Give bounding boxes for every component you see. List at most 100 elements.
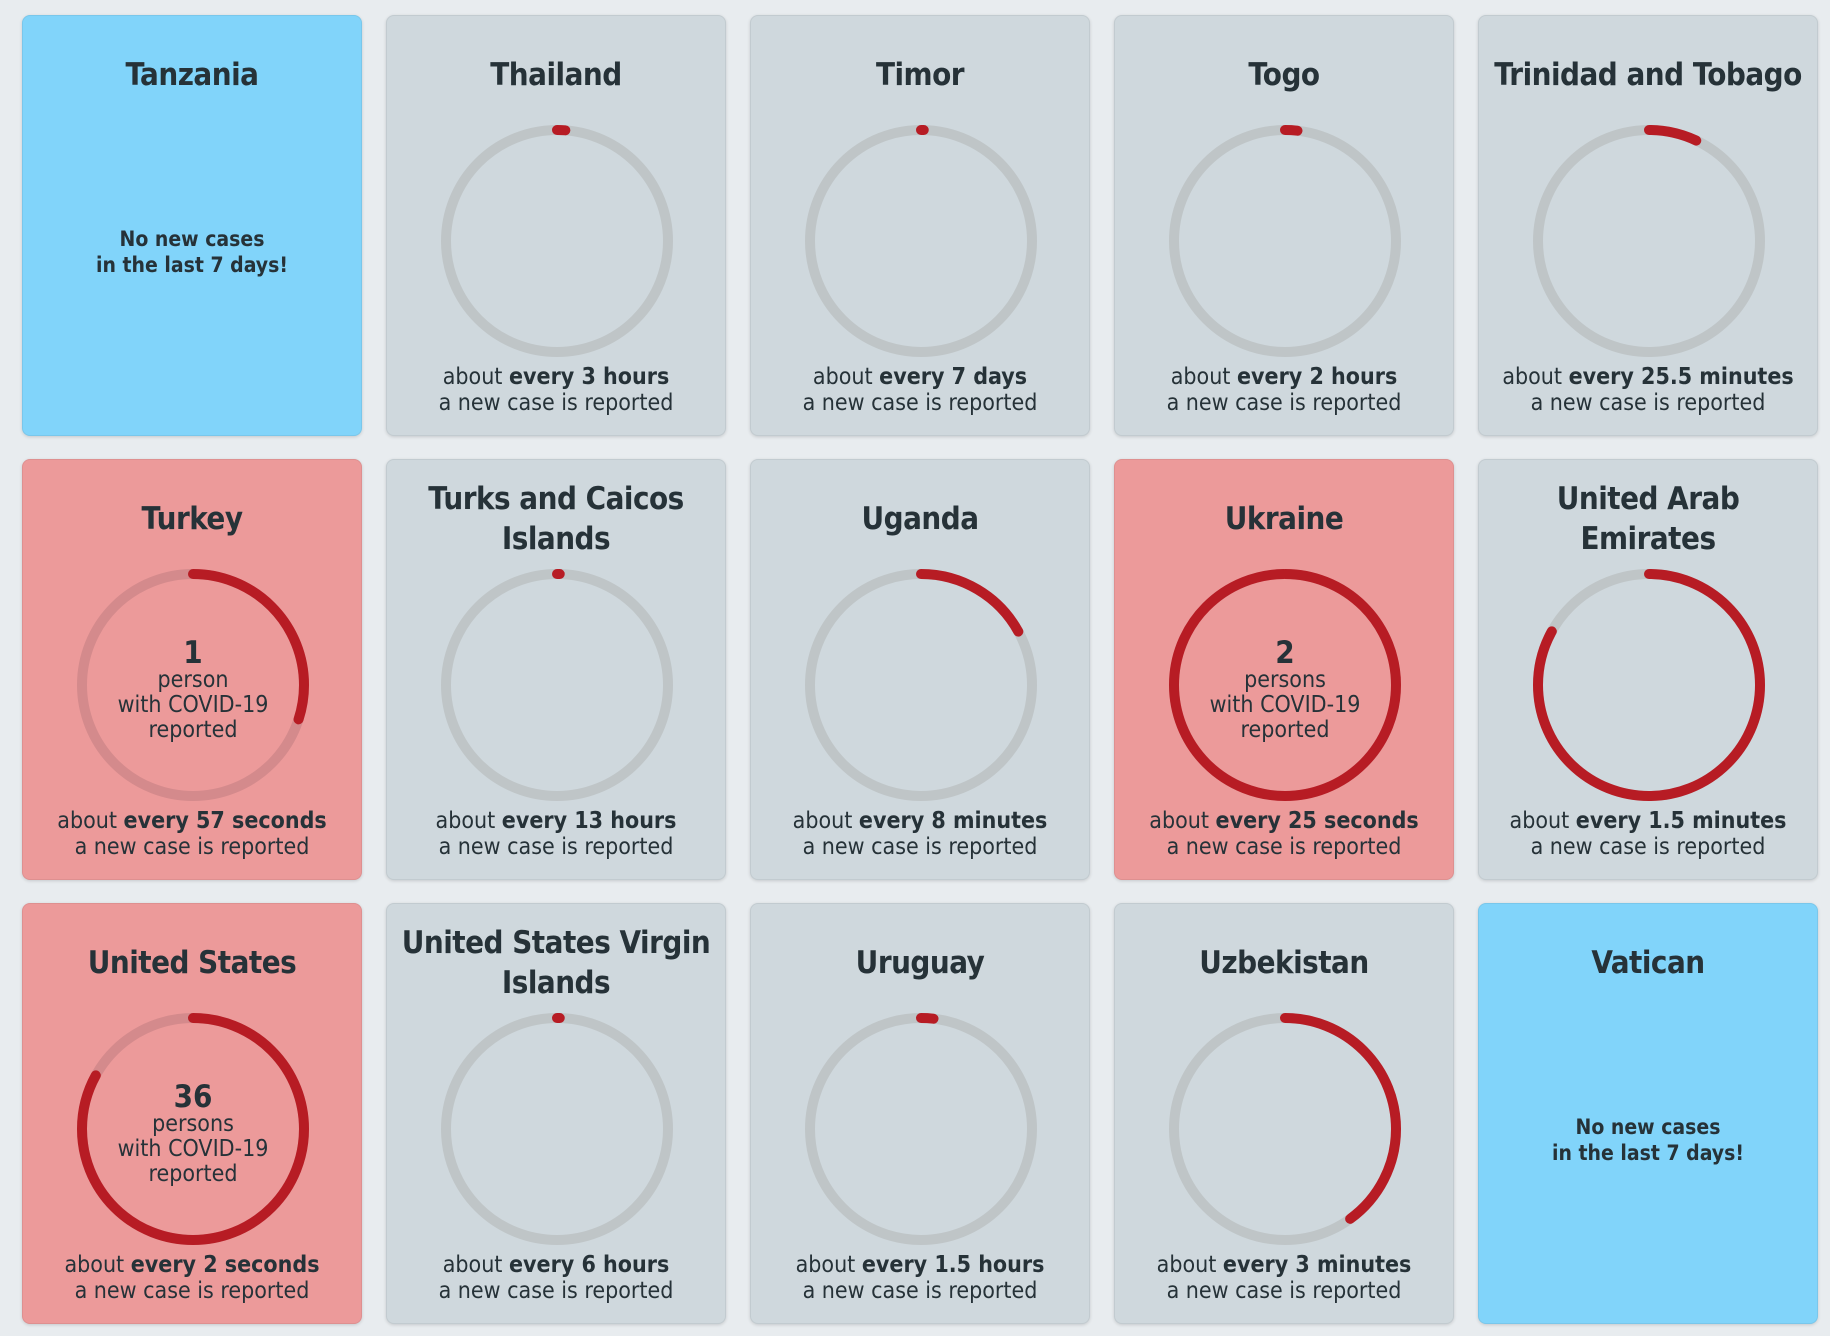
- interval-value: every 25 seconds: [1215, 808, 1419, 834]
- case-frequency: about every 2 hours a new case is report…: [1115, 364, 1453, 416]
- progress-ring: [1533, 125, 1765, 357]
- new-case-label: a new case is reported: [1166, 834, 1402, 860]
- country-name: United Arab Emirates: [1556, 481, 1740, 557]
- ring-track: [805, 1013, 1037, 1245]
- case-count: 36 persons with COVID-19 reported: [73, 1009, 313, 1249]
- count-with: with COVID-19: [117, 1135, 269, 1162]
- progress-ring: [805, 1013, 1037, 1245]
- about-label: about: [64, 1252, 125, 1278]
- country-card: Uganda about every 8 minutes a new case …: [750, 459, 1090, 880]
- ring-track: [805, 125, 1037, 357]
- about-label: about: [1149, 808, 1209, 834]
- case-frequency: about every 25.5 minutes a new case is r…: [1479, 364, 1817, 416]
- interval-value: every 8 minutes: [858, 808, 1048, 834]
- progress-ring: [805, 569, 1037, 801]
- about-label: about: [442, 364, 503, 390]
- country-card: Turks and Caicos Islands about every 13 …: [386, 459, 726, 880]
- ring-progress: [77, 1013, 309, 1245]
- progress-ring: [805, 125, 1037, 357]
- country-card: Togo about every 2 hours a new case is r…: [1114, 15, 1454, 436]
- new-case-label: a new case is reported: [1530, 834, 1766, 860]
- ring-track: [1169, 125, 1401, 357]
- count-with: with COVID-19: [1209, 691, 1361, 718]
- ring-progress: [441, 125, 673, 357]
- country-name: United States Virgin Islands: [401, 925, 711, 1001]
- case-frequency: about every 8 minutes a new case is repo…: [751, 808, 1089, 860]
- country-grid: Tanzania No new cases in the last 7 days! T…: [22, 15, 1818, 1324]
- ring-progress: [441, 1013, 673, 1245]
- new-case-label: a new case is reported: [802, 834, 1038, 860]
- count-reported: reported: [148, 1160, 238, 1187]
- new-case-label: a new case is reported: [438, 390, 674, 416]
- no-cases-line: in the last 7 days!: [96, 253, 288, 277]
- no-cases-line: No new cases: [119, 227, 265, 251]
- interval-value: every 13 hours: [501, 808, 677, 834]
- count-with: with COVID-19: [117, 691, 269, 718]
- interval-value: every 2 hours: [1237, 364, 1398, 390]
- about-label: about: [442, 1252, 503, 1278]
- country-card: Tanzania No new cases in the last 7 days!: [22, 15, 362, 436]
- ring-progress: [1169, 125, 1401, 357]
- ring-track: [441, 569, 673, 801]
- about-label: about: [795, 1252, 856, 1278]
- case-frequency: about every 1.5 hours a new case is repo…: [751, 1252, 1089, 1304]
- new-case-label: a new case is reported: [74, 1278, 310, 1304]
- progress-ring: [1169, 569, 1401, 801]
- count-reported: reported: [1240, 716, 1330, 743]
- new-case-label: a new case is reported: [1166, 390, 1402, 416]
- ring-progress: [1169, 1013, 1401, 1245]
- case-frequency: about every 1.5 minutes a new case is re…: [1479, 808, 1817, 860]
- count-unit: persons: [152, 1110, 234, 1137]
- ring-progress: [1169, 569, 1401, 801]
- no-cases-line: No new cases: [1575, 1115, 1721, 1139]
- ring-progress: [805, 125, 1037, 357]
- country-name: Uruguay: [855, 945, 985, 981]
- about-label: about: [812, 364, 873, 390]
- progress-ring: [1169, 125, 1401, 357]
- country-name: Vatican: [1591, 945, 1705, 981]
- progress-ring: [441, 1013, 673, 1245]
- country-card: Trinidad and Tobago about every 25.5 min…: [1478, 15, 1818, 436]
- country-card: United Arab Emirates about every 1.5 min…: [1478, 459, 1818, 880]
- country-card: United States Virgin Islands about every…: [386, 903, 726, 1324]
- country-card: Uzbekistan about every 3 minutes a new c…: [1114, 903, 1454, 1324]
- progress-ring: [441, 125, 673, 357]
- country-name: Timor: [875, 57, 965, 93]
- interval-value: every 25.5 minutes: [1568, 364, 1794, 390]
- no-cases-message: No new cases in the last 7 days!: [1479, 1114, 1817, 1166]
- new-case-label: a new case is reported: [74, 834, 310, 860]
- ring-track: [1533, 125, 1765, 357]
- country-name: Ukraine: [1224, 501, 1344, 537]
- no-cases-message: No new cases in the last 7 days!: [23, 226, 361, 278]
- interval-value: every 3 minutes: [1222, 1252, 1412, 1278]
- progress-ring: [1169, 1013, 1401, 1245]
- country-card: United States 36 persons with COVID-19 r…: [22, 903, 362, 1324]
- case-frequency: about every 7 days a new case is reporte…: [751, 364, 1089, 416]
- country-card: Thailand about every 3 hours a new case …: [386, 15, 726, 436]
- progress-ring: [1533, 569, 1765, 801]
- ring-track: [441, 1013, 673, 1245]
- ring-track: [441, 125, 673, 357]
- progress-ring: [77, 569, 309, 801]
- interval-value: every 57 seconds: [123, 808, 327, 834]
- country-name: Togo: [1248, 57, 1320, 93]
- country-name: Trinidad and Tobago: [1494, 57, 1802, 93]
- country-card: Vatican No new cases in the last 7 days!: [1478, 903, 1818, 1324]
- about-label: about: [1170, 364, 1231, 390]
- case-frequency: about every 57 seconds a new case is rep…: [23, 808, 361, 860]
- country-name: United States: [87, 945, 297, 981]
- case-frequency: about every 3 minutes a new case is repo…: [1115, 1252, 1453, 1304]
- case-frequency: about every 13 hours a new case is repor…: [387, 808, 725, 860]
- new-case-label: a new case is reported: [438, 834, 674, 860]
- interval-value: every 1.5 hours: [861, 1252, 1045, 1278]
- country-card: Turkey 1 person with COVID-19 reported a…: [22, 459, 362, 880]
- country-name: Uzbekistan: [1199, 945, 1369, 981]
- about-label: about: [1502, 364, 1563, 390]
- count-unit: persons: [1244, 666, 1326, 693]
- interval-value: every 3 hours: [509, 364, 670, 390]
- ring-progress: [1533, 125, 1765, 357]
- case-frequency: about every 25 seconds a new case is rep…: [1115, 808, 1453, 860]
- country-name: Uganda: [861, 501, 979, 537]
- about-label: about: [1509, 808, 1570, 834]
- country-card: Timor about every 7 days a new case is r…: [750, 15, 1090, 436]
